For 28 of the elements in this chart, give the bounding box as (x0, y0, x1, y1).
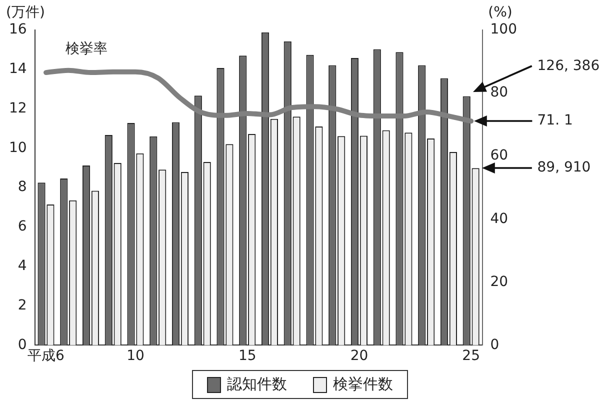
series-label: 検挙率 (65, 40, 108, 57)
y-tick-label: 4 (18, 258, 27, 274)
x-tick-label: 平成6 (28, 348, 65, 364)
y-tick-label: 14 (8, 61, 27, 78)
y-axis-title: (万件) (6, 4, 45, 21)
y-tick-label: 2 (18, 297, 27, 314)
x-tick-label: 25 (462, 348, 480, 364)
x-tick-label: 20 (350, 348, 368, 364)
y-tick-label: 12 (8, 100, 27, 116)
y2-tick-label: 0 (490, 336, 500, 353)
y2-tick-label: 80 (490, 84, 508, 101)
y-tick-label: 8 (18, 179, 27, 196)
text: 71. 1 (537, 112, 573, 129)
legend-label: 認知件数 (227, 375, 287, 394)
y-tick-label: 10 (8, 140, 27, 156)
y2-tick-label: 40 (490, 210, 508, 227)
x-tick-label: 15 (238, 348, 256, 364)
y2-axis-title: (%) (488, 4, 512, 21)
legend-label: 検挙件数 (333, 375, 393, 394)
y2-tick-label: 20 (490, 274, 508, 290)
text: 126, 386 (537, 58, 600, 74)
y-tick-label: 6 (18, 218, 27, 235)
x-tick-label: 10 (126, 348, 144, 364)
text: 89, 910 (537, 160, 591, 176)
y2-tick-label: 60 (490, 148, 508, 164)
y-tick-label: 16 (8, 22, 27, 38)
y2-tick-label: 100 (490, 22, 518, 38)
y-tick-label: 0 (18, 336, 27, 353)
